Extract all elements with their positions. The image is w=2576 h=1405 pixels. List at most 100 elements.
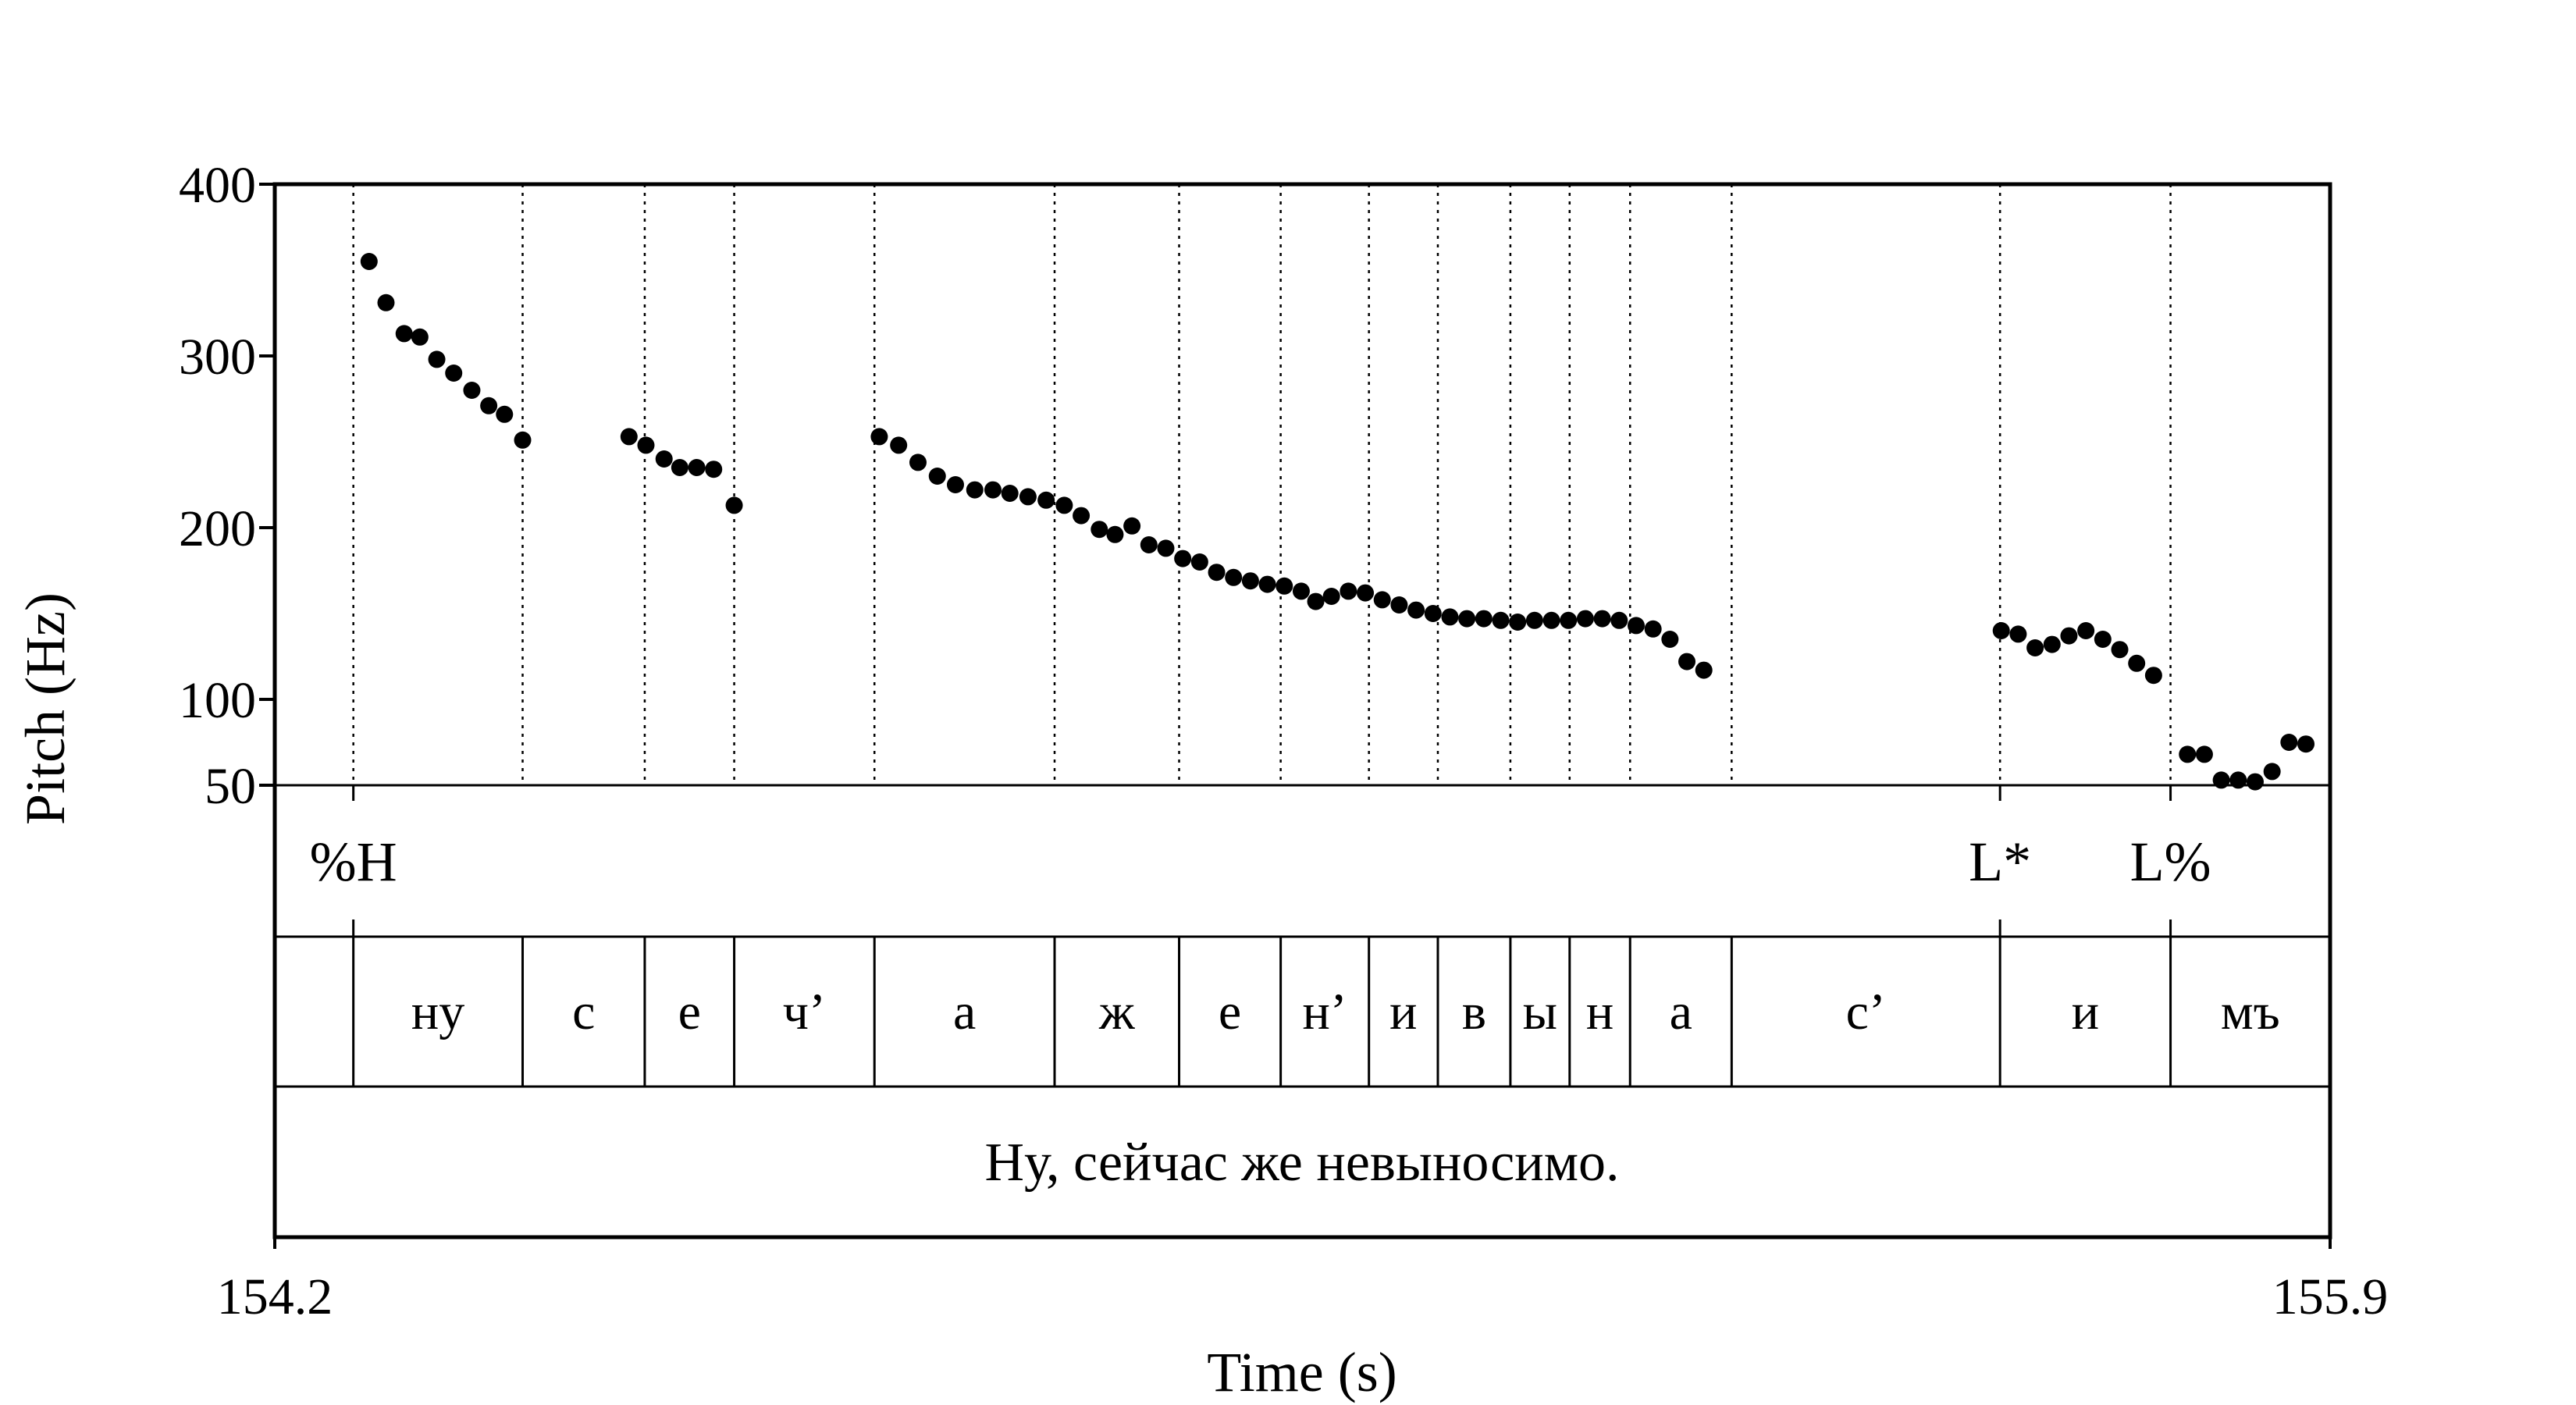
pitch-points <box>360 253 2315 791</box>
pitch-point <box>2195 745 2213 763</box>
y-axis-title: Pitch (Hz) <box>14 592 76 825</box>
x-tick-label: 154.2 <box>217 1268 333 1325</box>
pitch-point <box>2246 773 2264 791</box>
pitch-point <box>1678 653 1696 670</box>
pitch-point <box>1542 611 1560 629</box>
pitch-point <box>2094 631 2112 648</box>
pitch-point <box>671 459 688 476</box>
pitch-point <box>2179 745 2197 763</box>
axes: Time (s) Pitch (Hz) Ну, сейчас же невыно… <box>14 157 2388 1403</box>
segment-label: и <box>1389 984 1417 1040</box>
segment-label: с’ <box>1846 984 1886 1040</box>
pitch-point <box>1357 584 1375 602</box>
pitch-point <box>411 328 429 346</box>
pitch-point <box>1695 661 1713 679</box>
pitch-point <box>1644 620 1662 638</box>
x-tick-label: 155.9 <box>2272 1268 2389 1325</box>
pitch-point <box>496 405 514 423</box>
tone-label: %H <box>310 831 397 893</box>
pitch-point <box>2229 771 2247 789</box>
pitch-point <box>1157 539 1175 557</box>
segment-label: е <box>678 984 701 1040</box>
pitch-point <box>2060 627 2078 645</box>
segment-label: ч’ <box>783 984 826 1040</box>
pitch-point <box>480 397 498 414</box>
pitch-point <box>1992 622 2010 639</box>
pitch-point <box>2009 625 2027 643</box>
pitch-point <box>445 365 463 382</box>
pitch-point <box>1390 596 1408 614</box>
y-tick-label: 50 <box>205 758 256 815</box>
y-tick-label: 200 <box>179 500 256 557</box>
segment-label: ж <box>1098 984 1135 1040</box>
sentence-text: Ну, сейчас же невыносимо. <box>985 1133 1620 1193</box>
pitch-point <box>1475 610 1493 628</box>
outer-frame <box>272 182 2332 1240</box>
x-axis-title: Time (s) <box>1207 1341 1397 1403</box>
pitch-point <box>2212 771 2230 789</box>
pitch-point <box>1174 550 1192 567</box>
segment-label: н’ <box>1302 984 1347 1040</box>
pitch-point <box>377 293 395 311</box>
pitch-point <box>688 459 706 476</box>
pitch-point <box>1140 536 1158 553</box>
pitch-point <box>1292 582 1310 600</box>
y-tick-label: 300 <box>179 329 256 386</box>
pitch-point <box>909 454 927 471</box>
pitch-point <box>2026 639 2044 656</box>
pitch-point <box>1407 601 1425 619</box>
segment-label: н <box>1586 984 1614 1040</box>
annotation-tiers: %H L* L%ну с е ч’ а ж е н’ и в ы н а с’ и мъ <box>310 785 2280 1087</box>
pitch-point <box>1441 608 1459 626</box>
pitch-point <box>890 436 908 454</box>
pitch-point <box>428 350 446 368</box>
pitch-point <box>1001 485 1019 502</box>
pitch-point <box>620 428 638 446</box>
pitch-point <box>1661 631 1679 648</box>
pitch-point <box>514 431 532 449</box>
pitch-point <box>360 253 378 270</box>
pitch-point <box>1560 611 1578 629</box>
segment-label: с <box>572 984 595 1040</box>
pitch-point <box>1525 611 1543 629</box>
pitch-point <box>1593 610 1611 628</box>
tone-label: L% <box>2130 831 2211 893</box>
pitch-point <box>1458 610 1476 628</box>
pitch-point <box>655 450 673 468</box>
pitch-point <box>1610 611 1628 629</box>
pitch-point <box>1073 507 1091 525</box>
tone-label: L* <box>1969 831 2031 893</box>
pitch-point <box>1424 605 1442 622</box>
pitch-point <box>1225 568 1243 586</box>
pitch-point <box>637 436 655 454</box>
segment-label: и <box>2072 984 2099 1040</box>
segment-label: е <box>1219 984 1241 1040</box>
segment-label: ы <box>1523 984 1557 1040</box>
pitch-point <box>928 468 946 485</box>
pitch-point <box>2280 734 2298 751</box>
pitch-point <box>1091 521 1108 539</box>
pitch-point <box>966 481 984 499</box>
pitch-point <box>1373 591 1391 609</box>
segment-label: а <box>1670 984 1692 1040</box>
pitch-point <box>1340 582 1357 600</box>
pitch-point <box>2297 735 2315 753</box>
pitch-point <box>1307 592 1325 610</box>
pitch-point <box>984 481 1002 499</box>
pitch-point <box>1106 525 1124 543</box>
segment-label: а <box>953 984 976 1040</box>
pitch-point <box>1276 577 1293 595</box>
pitch-point <box>1019 488 1037 506</box>
pitch-point <box>2144 667 2162 685</box>
pitch-point <box>1037 491 1055 509</box>
pitch-point <box>1322 588 1340 605</box>
chart-frame <box>272 182 2332 1240</box>
y-tick-label: 100 <box>179 672 256 729</box>
pitch-point <box>395 325 413 343</box>
pitch-point <box>2111 641 2129 659</box>
pitch-point <box>2263 763 2281 781</box>
pitch-point <box>1241 572 1259 590</box>
segment-label: мъ <box>2221 984 2280 1040</box>
boundary-lines <box>352 184 2172 785</box>
pitch-point <box>725 496 743 514</box>
